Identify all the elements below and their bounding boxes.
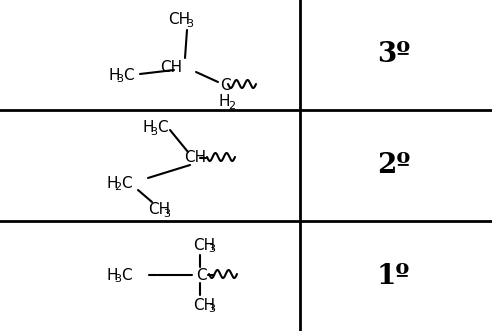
Text: C: C [196,267,207,282]
Text: C: C [121,267,132,282]
Text: 3: 3 [150,127,157,137]
Text: 3º: 3º [377,41,410,68]
Text: 3: 3 [116,74,123,84]
Text: CH: CH [168,13,190,27]
Text: CH: CH [148,203,170,217]
Text: H: H [142,120,154,135]
Text: 2: 2 [228,101,235,111]
Text: C: C [157,120,168,135]
Text: C: C [121,175,132,191]
Text: 1º: 1º [377,263,410,290]
Text: 3: 3 [114,274,121,284]
Text: 3: 3 [208,244,215,254]
Text: CH: CH [160,61,182,75]
Text: H: H [108,68,120,82]
Text: CH: CH [184,151,206,166]
Text: C: C [220,77,231,92]
Text: C: C [123,68,134,82]
Text: 2º: 2º [377,152,410,179]
Text: 2: 2 [114,182,121,192]
Text: H: H [218,94,229,110]
Text: H: H [106,175,118,191]
Text: 3: 3 [163,209,170,219]
Text: H: H [106,267,118,282]
Text: 3: 3 [208,304,215,314]
Text: CH: CH [193,238,215,253]
Text: CH: CH [193,298,215,312]
Text: 3: 3 [186,20,193,29]
